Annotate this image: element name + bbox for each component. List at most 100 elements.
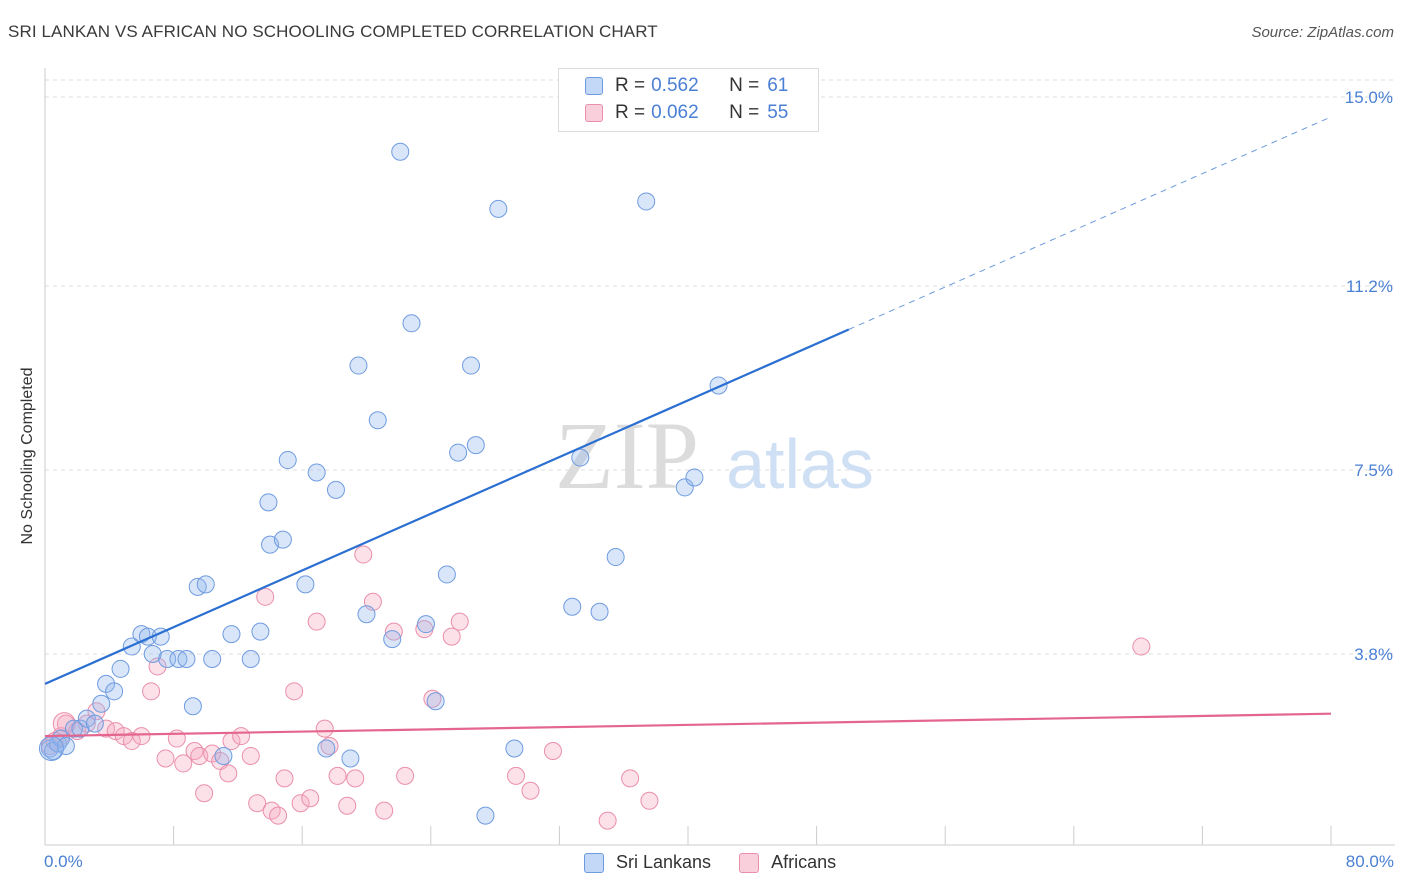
sri-lankans-cluster-point <box>38 736 64 762</box>
africans-point <box>338 796 357 815</box>
sri-lankans-point <box>196 575 215 594</box>
y-tick-label: 11.2% <box>1346 277 1393 296</box>
africans-point <box>450 612 469 631</box>
sri-lankans-point <box>606 548 625 567</box>
sri-lankans-point <box>416 615 435 634</box>
sri-lankans-point <box>563 597 582 616</box>
africans-point <box>307 612 326 631</box>
sri-lankans-point <box>466 436 485 455</box>
sri-lankans-point <box>105 682 124 701</box>
watermark-zip: ZIP <box>555 402 699 509</box>
sri-lankans-point <box>317 739 336 758</box>
sri-lankans-point <box>449 443 468 462</box>
legend-label: Africans <box>771 852 837 872</box>
africans-point <box>248 794 267 813</box>
r-label: R = <box>615 102 646 123</box>
sri-lankans-point <box>278 451 297 470</box>
sri-lankans-point <box>489 199 508 218</box>
sri-lankans-point <box>92 694 111 713</box>
africans-trend-line <box>44 712 1332 738</box>
sri-lankans-point <box>85 714 104 733</box>
n-value: 55 <box>767 102 789 123</box>
sri-lankans-point <box>505 739 524 758</box>
legend-item-sri-lankans[interactable]: Sri Lankans <box>584 852 711 873</box>
x-tick-min: 0.0% <box>44 852 83 871</box>
series-legend: Sri Lankans Africans <box>584 852 864 873</box>
chart-title: SRI LANKAN VS AFRICAN NO SCHOOLING COMPL… <box>8 22 658 41</box>
africans-point <box>442 627 461 646</box>
sri-lankans-point <box>341 749 360 768</box>
africans-point <box>640 791 659 810</box>
sri-lankans-point <box>357 605 376 624</box>
r-label: R = <box>615 75 646 96</box>
sri-lankans-point <box>273 530 292 549</box>
africans-point <box>543 741 562 760</box>
sri-lankans-point <box>259 493 278 512</box>
n-label: N = <box>729 75 760 96</box>
sri-lankans-point <box>571 448 590 467</box>
sri-lankans-point <box>241 649 260 668</box>
africans-point <box>396 766 415 785</box>
sri-lankans-point <box>251 622 270 641</box>
sri-lankans-point <box>637 192 656 211</box>
stats-row-africans: R = 0.062 N = 55 <box>559 101 788 125</box>
africans-point <box>346 769 365 788</box>
y-tick-label: 3.8% <box>1354 645 1393 664</box>
africans-point <box>354 545 373 564</box>
y-tick-label: 15.0% <box>1345 88 1393 107</box>
source-label: Source: ZipAtlas.com <box>1251 24 1394 41</box>
sri-lankans-point <box>64 719 83 738</box>
africans-point <box>156 749 175 768</box>
sri-lankans-point <box>675 478 694 497</box>
africans-point <box>285 682 304 701</box>
sri-lankans-point <box>402 314 421 333</box>
sri-lankans-point <box>590 602 609 621</box>
sri-lankans-trend-line <box>44 328 850 685</box>
africans-swatch <box>585 104 603 122</box>
r-value: 0.562 <box>651 75 699 96</box>
africans-point <box>315 719 334 738</box>
sri-lankans-points <box>38 142 728 825</box>
sri-lankans-point <box>111 659 130 678</box>
sri-lankans-trend-extension <box>848 116 1332 330</box>
sri-lankans-point <box>349 356 368 375</box>
sri-lankans-point <box>307 463 326 482</box>
africans-point <box>506 766 525 785</box>
africans-point <box>375 801 394 820</box>
africans-point <box>291 794 310 813</box>
africans-point <box>174 754 193 773</box>
sri-lankans-point <box>296 575 315 594</box>
africans-point <box>195 784 214 803</box>
y-tick-labels: 3.8% 7.5% 11.2% 15.0% <box>1345 88 1393 664</box>
legend-item-africans[interactable]: Africans <box>739 852 836 873</box>
grid-lines <box>45 79 1395 655</box>
africans-point <box>275 769 294 788</box>
r-value: 0.062 <box>651 102 699 123</box>
africans-point <box>328 766 347 785</box>
n-value: 61 <box>767 75 789 96</box>
africans-point <box>423 689 442 708</box>
africans-point <box>269 806 288 825</box>
n-label: N = <box>729 102 760 123</box>
axes <box>44 68 1395 846</box>
sri-lankans-point <box>391 142 410 161</box>
africans-point <box>256 587 275 606</box>
africans-point <box>521 781 540 800</box>
africans-point <box>621 769 640 788</box>
watermark: ZIP atlas <box>555 402 874 509</box>
x-tick-max: 80.0% <box>1345 852 1394 871</box>
africans-point <box>384 622 403 641</box>
africans-point <box>320 737 339 756</box>
sri-lankans-point <box>222 625 241 644</box>
africans-point <box>241 746 260 765</box>
africans-point <box>598 811 617 830</box>
trend-lines <box>44 116 1332 738</box>
africans-point <box>132 727 151 746</box>
stats-legend: R = 0.562 N = 61 R = 0.062 N = 55 <box>558 68 819 132</box>
africans-point <box>142 682 161 701</box>
sri-lankans-point <box>183 697 202 716</box>
sri-lankans-point <box>177 649 196 668</box>
legend-label: Sri Lankans <box>616 852 712 872</box>
africans-point <box>301 789 320 808</box>
